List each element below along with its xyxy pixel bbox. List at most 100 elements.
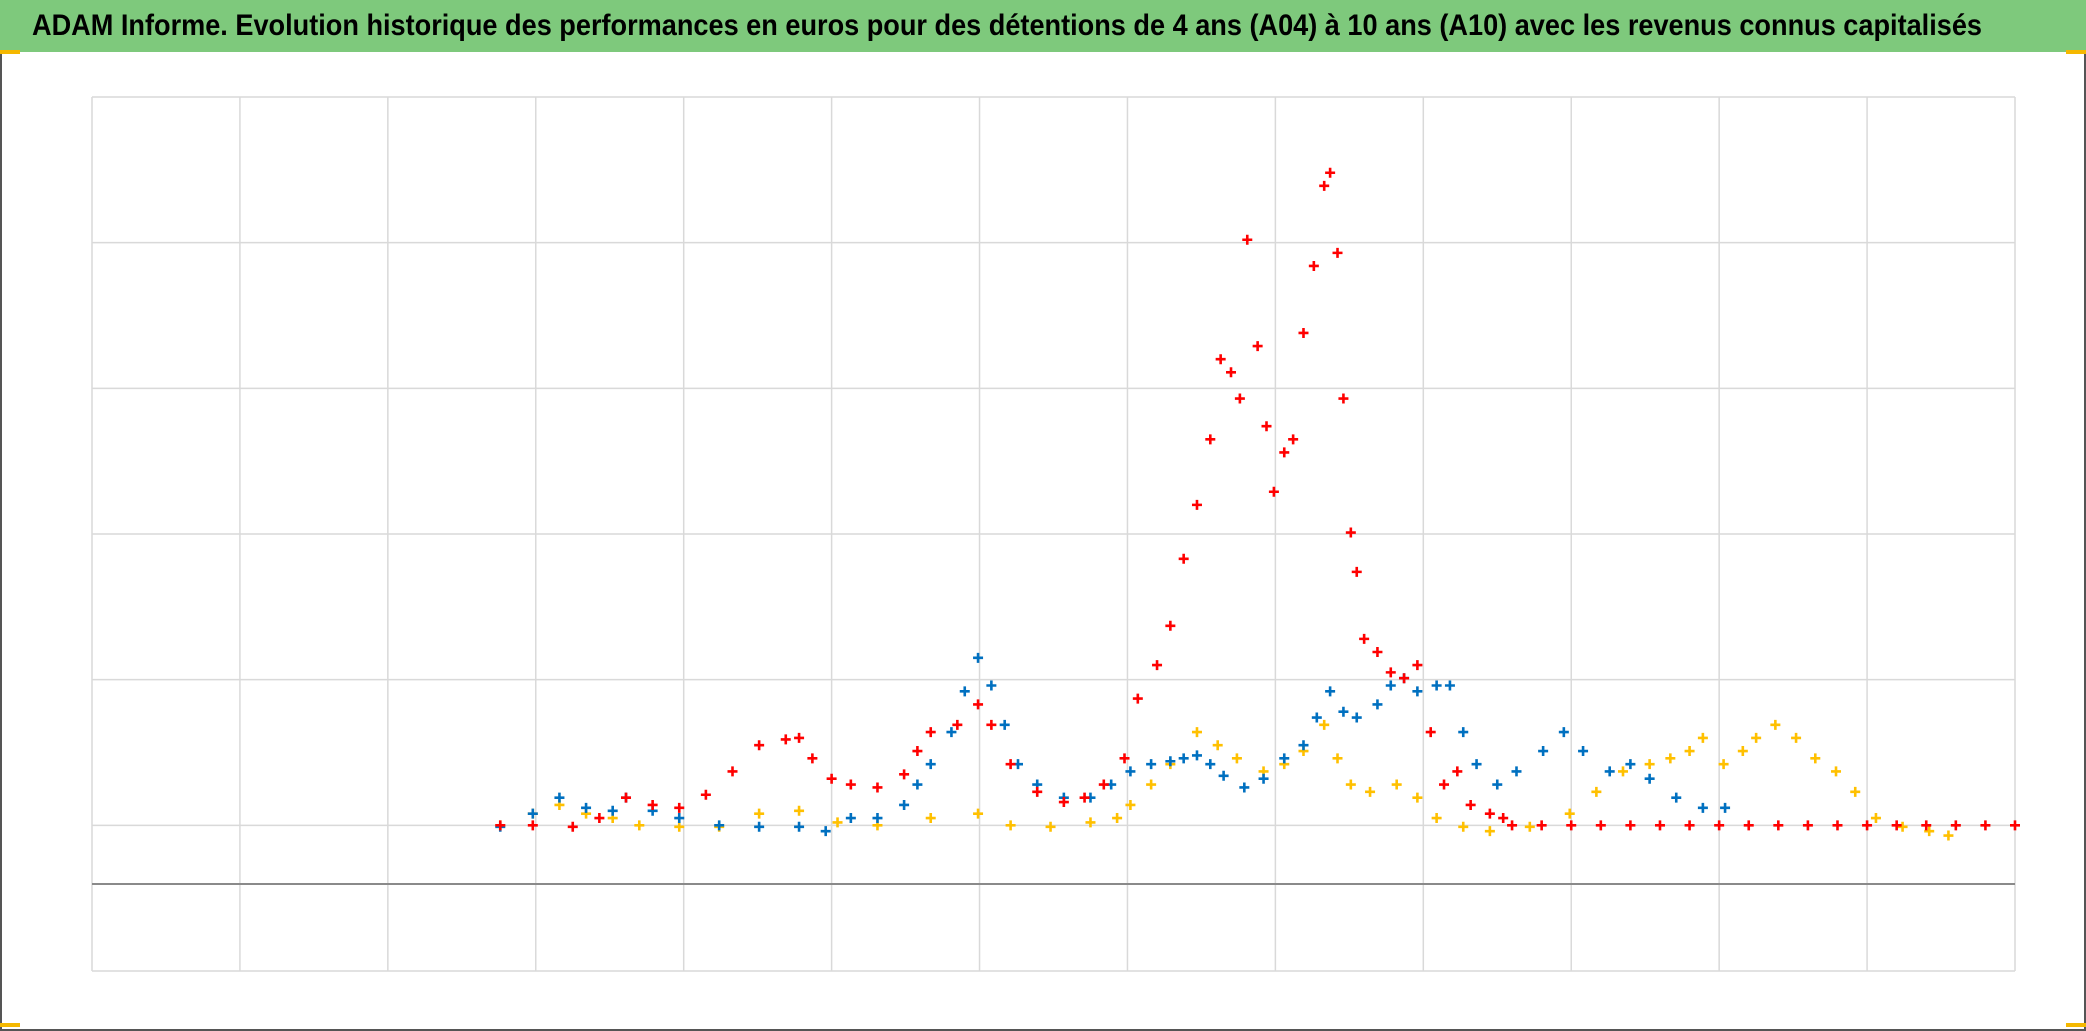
data-point bbox=[527, 820, 538, 831]
data-point bbox=[1644, 759, 1655, 770]
data-point bbox=[1298, 740, 1309, 751]
data-point bbox=[1205, 434, 1216, 445]
data-point bbox=[1351, 566, 1362, 577]
data-point bbox=[1212, 740, 1223, 751]
data-point bbox=[912, 779, 923, 790]
data-point bbox=[1950, 820, 1961, 831]
data-point bbox=[1591, 786, 1602, 797]
data-point bbox=[973, 652, 984, 663]
data-point bbox=[1191, 750, 1202, 761]
data-point bbox=[952, 719, 963, 730]
data-point bbox=[1452, 766, 1463, 777]
data-point bbox=[1697, 802, 1708, 813]
data-point bbox=[872, 813, 883, 824]
data-point bbox=[567, 821, 578, 832]
data-point bbox=[1261, 421, 1272, 432]
data-point bbox=[925, 813, 936, 824]
data-point bbox=[1165, 620, 1176, 631]
data-point bbox=[1458, 727, 1469, 738]
data-point bbox=[674, 821, 685, 832]
data-point bbox=[1391, 779, 1402, 790]
data-point bbox=[1385, 680, 1396, 691]
data-point bbox=[1444, 680, 1455, 691]
data-point bbox=[1465, 799, 1476, 810]
data-point bbox=[820, 826, 831, 837]
data-point bbox=[1125, 766, 1136, 777]
data-point bbox=[1566, 820, 1577, 831]
data-point bbox=[1112, 813, 1123, 824]
data-point bbox=[1484, 808, 1495, 819]
data-point bbox=[1058, 797, 1069, 808]
data-point bbox=[1921, 820, 1932, 831]
data-point bbox=[925, 759, 936, 770]
data-point bbox=[1625, 759, 1636, 770]
data-point bbox=[1288, 434, 1299, 445]
data-point bbox=[1654, 820, 1665, 831]
data-point bbox=[1743, 820, 1754, 831]
data-point bbox=[1218, 770, 1229, 781]
data-point bbox=[794, 732, 805, 743]
data-point bbox=[1242, 234, 1253, 245]
data-point bbox=[959, 686, 970, 697]
corner-mark bbox=[2066, 1023, 2086, 1027]
data-point bbox=[1578, 746, 1589, 757]
data-point bbox=[1564, 808, 1575, 819]
data-point bbox=[845, 779, 856, 790]
data-point bbox=[1511, 766, 1522, 777]
data-point bbox=[1098, 779, 1109, 790]
data-point bbox=[794, 805, 805, 816]
data-point bbox=[1085, 817, 1096, 828]
data-point bbox=[1079, 792, 1090, 803]
data-point bbox=[1773, 820, 1784, 831]
data-point bbox=[899, 799, 910, 810]
data-point bbox=[1810, 753, 1821, 764]
data-point bbox=[1625, 820, 1636, 831]
data-point bbox=[794, 821, 805, 832]
data-point bbox=[1132, 693, 1143, 704]
data-point bbox=[986, 719, 997, 730]
data-point bbox=[1332, 247, 1343, 258]
corner-mark bbox=[0, 1023, 20, 1027]
data-point bbox=[1412, 792, 1423, 803]
data-point bbox=[754, 821, 765, 832]
data-point bbox=[912, 746, 923, 757]
data-point bbox=[1850, 786, 1861, 797]
data-point bbox=[1897, 821, 1908, 832]
data-point bbox=[845, 813, 856, 824]
data-point bbox=[1595, 820, 1606, 831]
data-point bbox=[1372, 699, 1383, 710]
data-point bbox=[826, 773, 837, 784]
data-point bbox=[1146, 779, 1157, 790]
data-point bbox=[1870, 813, 1881, 824]
data-point bbox=[1439, 779, 1450, 790]
data-point bbox=[1891, 820, 1902, 831]
data-point bbox=[1165, 756, 1176, 767]
data-point bbox=[1431, 680, 1442, 691]
data-point bbox=[973, 808, 984, 819]
data-point bbox=[1791, 732, 1802, 743]
plot-area bbox=[495, 167, 2020, 841]
data-point bbox=[647, 799, 658, 810]
data-point bbox=[986, 680, 997, 691]
data-point bbox=[1431, 813, 1442, 824]
data-point bbox=[946, 727, 957, 738]
data-point bbox=[1252, 341, 1263, 352]
data-point bbox=[1412, 660, 1423, 671]
data-point bbox=[674, 802, 685, 813]
data-point bbox=[807, 753, 818, 764]
title-bar bbox=[0, 0, 2086, 52]
data-point bbox=[674, 813, 685, 824]
data-point bbox=[1152, 660, 1163, 671]
data-point bbox=[1338, 706, 1349, 717]
data-point bbox=[1536, 820, 1547, 831]
data-point bbox=[1618, 766, 1628, 777]
corner-mark bbox=[2066, 50, 2086, 54]
data-point bbox=[1558, 727, 1569, 738]
data-point bbox=[1372, 646, 1383, 657]
data-point bbox=[1231, 753, 1242, 764]
data-point bbox=[1671, 792, 1682, 803]
data-point bbox=[1832, 820, 1843, 831]
data-point bbox=[925, 727, 936, 738]
data-point bbox=[594, 813, 605, 824]
